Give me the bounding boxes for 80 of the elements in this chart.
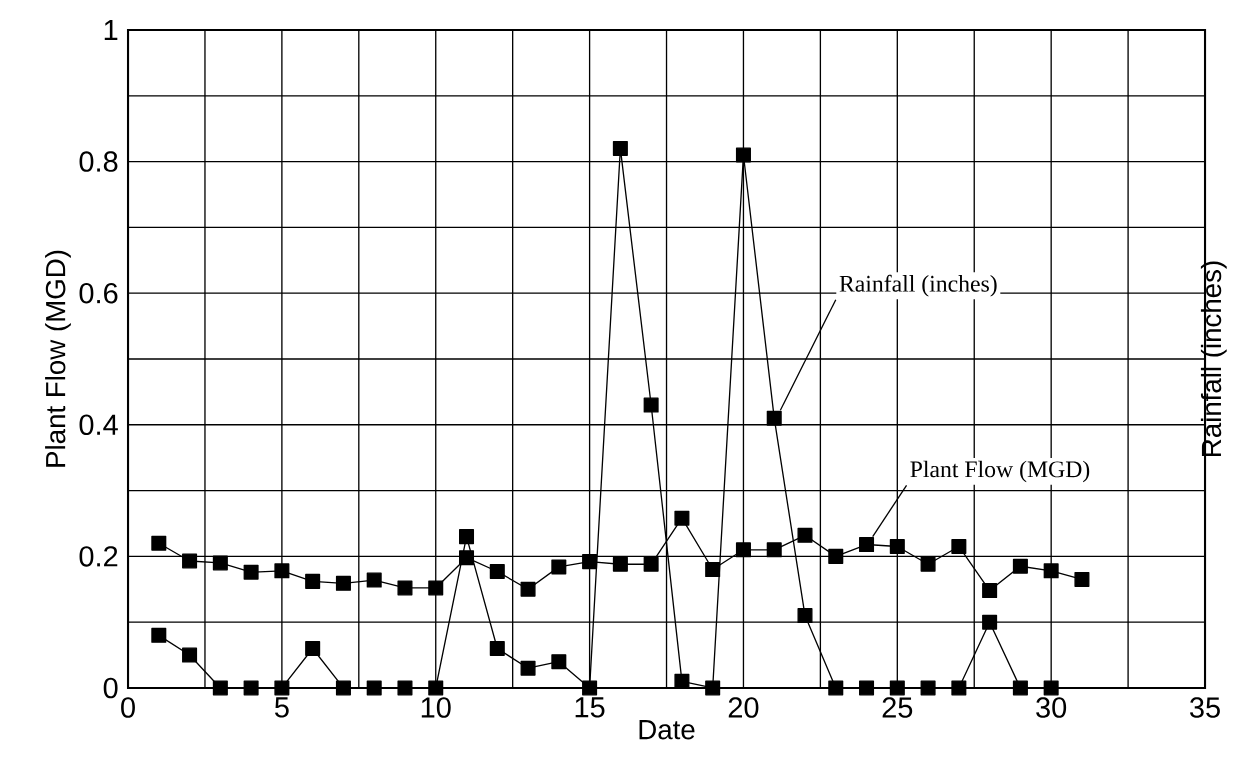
point: [612, 556, 628, 572]
point: [951, 680, 967, 696]
point: [674, 510, 690, 526]
point: [397, 680, 413, 696]
point: [920, 556, 936, 572]
point: [1043, 563, 1059, 579]
x-tick-label: 0: [121, 697, 135, 718]
x-tick-label: 25: [882, 697, 913, 718]
y-axis-title: Plant Flow (MGD): [45, 250, 71, 467]
point: [520, 660, 536, 676]
point: [705, 562, 721, 578]
y2-axis-title: Rainfall (inches): [1200, 261, 1227, 456]
point: [612, 140, 628, 156]
x-tick-label: 30: [1036, 697, 1067, 718]
point: [889, 538, 905, 555]
y-tick-label: 0.4: [79, 414, 118, 436]
point: [551, 559, 567, 575]
y-tick-label: 0.8: [79, 151, 118, 172]
point: [459, 550, 475, 566]
point: [182, 553, 198, 569]
point: [859, 680, 875, 696]
point: [1043, 680, 1059, 696]
y-tick-label: 0: [103, 677, 118, 699]
y-tick-label: 0.2: [79, 546, 118, 567]
point: [274, 680, 290, 696]
point: [766, 410, 782, 426]
point: [151, 627, 167, 643]
point: [274, 563, 290, 579]
point: [366, 572, 382, 588]
point: [582, 680, 598, 696]
point: [828, 680, 844, 696]
point: [735, 542, 751, 558]
point: [397, 580, 413, 596]
point: [643, 397, 659, 413]
point: [243, 564, 259, 580]
point: [428, 680, 444, 696]
x-tick-label: 35: [1190, 697, 1220, 718]
point: [797, 527, 813, 543]
text: Plant Flow (MGD): [910, 460, 1090, 483]
point: [1074, 571, 1090, 587]
point: [520, 581, 536, 597]
point: [335, 575, 351, 591]
point: [766, 542, 782, 558]
point: [305, 573, 321, 589]
point: [582, 554, 598, 570]
point: [551, 654, 567, 670]
point: [305, 640, 321, 656]
x-tick-label: 20: [728, 697, 759, 718]
point: [797, 608, 813, 624]
point: [212, 555, 228, 571]
point: [674, 673, 690, 689]
y-tick-label: 0.6: [79, 282, 118, 304]
point: [366, 680, 382, 696]
point: [735, 147, 751, 163]
x-axis-title: Date: [639, 720, 695, 740]
point: [489, 563, 505, 580]
point: [243, 680, 259, 696]
point: [982, 583, 998, 599]
point: [1012, 558, 1028, 574]
point: [705, 680, 721, 696]
point: [889, 680, 905, 696]
y-tick-label: 1: [104, 20, 118, 40]
point: [459, 529, 475, 545]
point: [489, 640, 505, 656]
point: [335, 680, 351, 696]
point: [643, 556, 659, 572]
point: [920, 680, 936, 696]
point: [182, 647, 198, 663]
text: Rainfall (inches): [839, 274, 997, 297]
x-tick-label: 5: [274, 697, 289, 718]
x-tick-label: 10: [421, 697, 451, 718]
x-tick-label: 15: [575, 697, 605, 718]
point: [859, 537, 875, 553]
point: [982, 614, 998, 630]
point: [212, 680, 228, 696]
point: [151, 535, 167, 551]
point: [1012, 680, 1028, 696]
point: [828, 548, 844, 564]
point: [428, 580, 444, 596]
point: [951, 538, 967, 555]
